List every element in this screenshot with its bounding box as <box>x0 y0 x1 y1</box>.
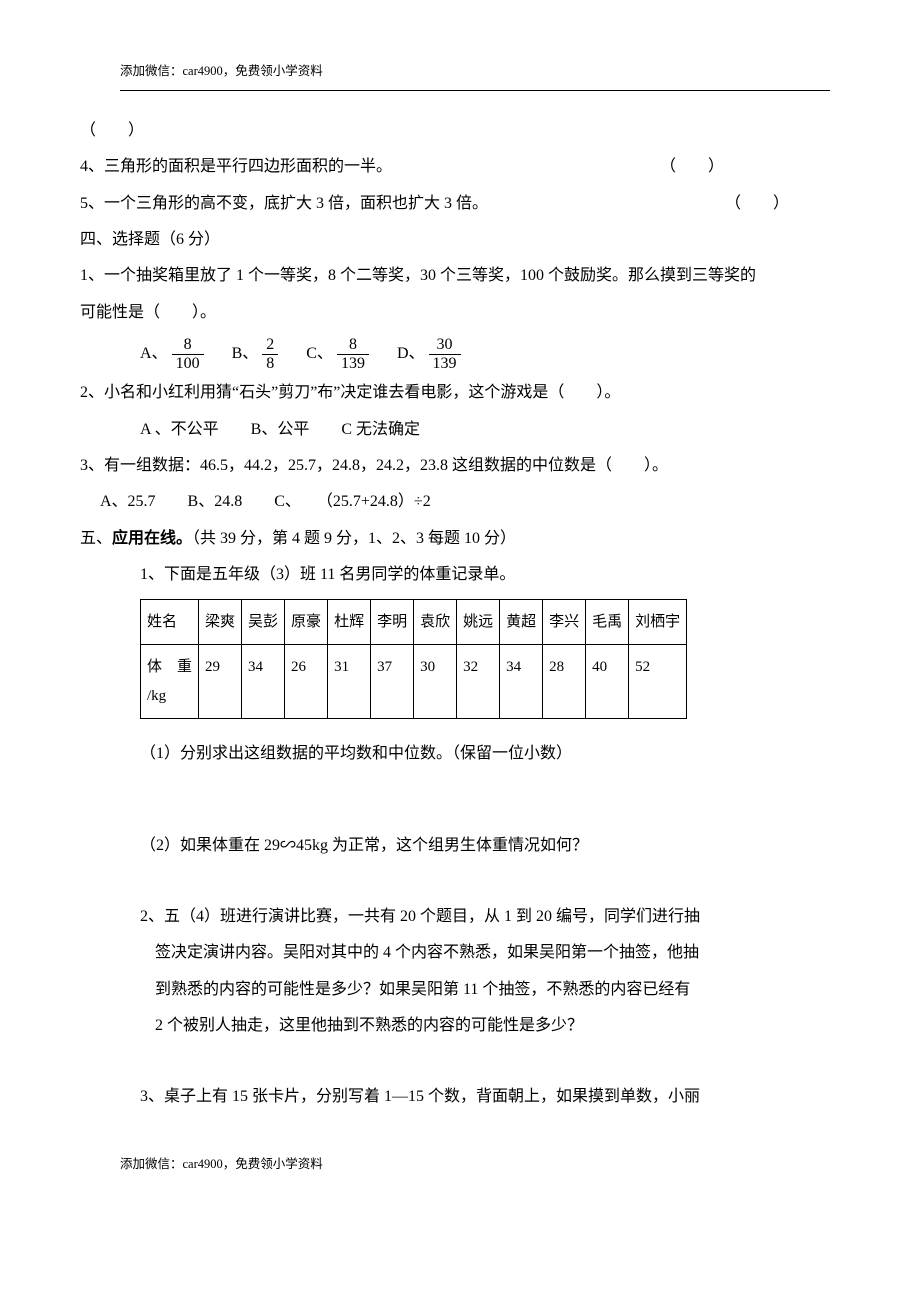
table-cell: 毛禹 <box>586 599 629 645</box>
opt-b-num: 2 <box>262 336 278 354</box>
table-cell: 34 <box>500 645 543 719</box>
opt-a-den: 100 <box>172 355 204 373</box>
judge-q4-paren: （ ） <box>660 152 724 182</box>
s5-q2-l3: 到熟悉的内容的可能性是多少？如果吴阳第 11 个抽签，不熟悉的内容已经有 <box>155 975 840 1005</box>
opt-b-label: B、 <box>232 339 259 369</box>
opt-d-fraction: 30 139 <box>429 336 461 372</box>
s4-q3-options: A、25.7 B、24.8 C、 （25.7+24.8）÷2 <box>100 487 840 517</box>
table-row-weights: 体 重 /kg 29 34 26 31 37 30 32 34 28 40 52 <box>141 645 687 719</box>
s4-q3: 3、有一组数据：46.5，44.2，25.7，24.8，24.2，23.8 这组… <box>80 451 840 481</box>
th-weight-l2: /kg <box>147 682 192 711</box>
s4-q1-line1: 1、一个抽奖箱里放了 1 个一等奖，8 个二等奖，30 个三等奖，100 个鼓励… <box>80 261 840 291</box>
s5-q2-l4: 2 个被别人抽走，这里他抽到不熟悉的内容的可能性是多少？ <box>155 1011 840 1041</box>
s5-q1-intro: 1、下面是五年级（3）班 11 名男同学的体重记录单。 <box>140 560 840 590</box>
opt-d-den: 139 <box>429 355 461 373</box>
table-cell: 黄超 <box>500 599 543 645</box>
s4-q1-option-b: B、 2 8 <box>232 336 279 372</box>
s5-title-bold: 应用在线。 <box>112 530 192 547</box>
table-cell: 姚远 <box>457 599 500 645</box>
blank-space <box>80 867 840 902</box>
s4-q1-line2: 可能性是（ ）。 <box>80 298 840 328</box>
section4-title: 四、选择题（6 分） <box>80 225 840 255</box>
s5-q1-sub2: （2）如果体重在 29∽45kg 为正常，这个组男生体重情况如何？ <box>140 831 840 861</box>
s4-q1-options: A、 8 100 B、 2 8 C、 8 139 D、 30 139 <box>140 336 840 372</box>
s5-title-pre: 五、 <box>80 530 112 547</box>
th-name: 姓名 <box>141 599 199 645</box>
opt-d-label: D、 <box>397 339 425 369</box>
s5-q2-l1: 2、五（4）班进行演讲比赛，一共有 20 个题目，从 1 到 20 编号，同学们… <box>140 902 840 932</box>
opt-c-num: 8 <box>345 336 361 354</box>
opt-c-label: C、 <box>306 339 333 369</box>
table-cell: 李明 <box>371 599 414 645</box>
table-cell: 26 <box>285 645 328 719</box>
judge-q5-text: 5、一个三角形的高不变，底扩大 3 倍，面积也扩大 3 倍。 <box>80 195 488 212</box>
opt-c-den: 139 <box>337 355 369 373</box>
opt-a-label: A、 <box>140 339 168 369</box>
header-note: 添加微信：car4900，免费领小学资料 <box>120 60 840 84</box>
s5-q1-sub1: （1）分别求出这组数据的平均数和中位数。（保留一位小数） <box>140 739 840 769</box>
judge-q4-row: 4、三角形的面积是平行四边形面积的一半。 （ ） <box>80 152 840 182</box>
opt-b-fraction: 2 8 <box>262 336 278 372</box>
table-cell: 李兴 <box>543 599 586 645</box>
s4-q1-option-c: C、 8 139 <box>306 336 369 372</box>
table-cell: 52 <box>629 645 687 719</box>
judge-q4-text: 4、三角形的面积是平行四边形面积的一半。 <box>80 158 392 175</box>
table-cell: 37 <box>371 645 414 719</box>
judge-q5-row: 5、一个三角形的高不变，底扩大 3 倍，面积也扩大 3 倍。 （ ） <box>80 189 840 219</box>
opt-a-fraction: 8 100 <box>172 336 204 372</box>
weight-table: 姓名 梁爽 吴彭 原豪 杜辉 李明 袁欣 姚远 黄超 李兴 毛禹 刘栖宇 体 重… <box>140 599 687 720</box>
opt-a-num: 8 <box>180 336 196 354</box>
blank-space <box>80 776 840 831</box>
s4-q2: 2、小名和小红利用猜“石头”剪刀”布”决定谁去看电影，这个游戏是（ ）。 <box>80 378 840 408</box>
s4-q2-options: A 、不公平 B、公平 C 无法确定 <box>140 415 840 445</box>
table-cell: 吴彭 <box>242 599 285 645</box>
table-cell: 32 <box>457 645 500 719</box>
table-cell: 29 <box>199 645 242 719</box>
table-cell: 原豪 <box>285 599 328 645</box>
section5-title: 五、应用在线。（共 39 分，第 4 题 9 分，1、2、3 每题 10 分） <box>80 524 840 554</box>
table-row-names: 姓名 梁爽 吴彭 原豪 杜辉 李明 袁欣 姚远 黄超 李兴 毛禹 刘栖宇 <box>141 599 687 645</box>
judge-leading-paren: （ ） <box>80 116 840 146</box>
opt-d-num: 30 <box>433 336 457 354</box>
judge-q5-paren: （ ） <box>725 189 789 219</box>
s4-q1-option-a: A、 8 100 <box>140 336 204 372</box>
table-cell: 刘栖宇 <box>629 599 687 645</box>
th-weight-l1: 体 重 <box>147 653 192 682</box>
s5-title-post: （共 39 分，第 4 题 9 分，1、2、3 每题 10 分） <box>192 530 516 547</box>
table-cell: 34 <box>242 645 285 719</box>
blank-space <box>80 1047 840 1082</box>
table-cell: 30 <box>414 645 457 719</box>
opt-b-den: 8 <box>262 355 278 373</box>
table-cell: 梁爽 <box>199 599 242 645</box>
table-cell: 40 <box>586 645 629 719</box>
table-cell: 袁欣 <box>414 599 457 645</box>
footer-note: 添加微信：car4900，免费领小学资料 <box>120 1153 840 1177</box>
opt-c-fraction: 8 139 <box>337 336 369 372</box>
s4-q1-option-d: D、 30 139 <box>397 336 461 372</box>
table-cell: 28 <box>543 645 586 719</box>
th-weight: 体 重 /kg <box>141 645 199 719</box>
header-divider <box>120 90 830 91</box>
s5-q2-l2: 签决定演讲内容。吴阳对其中的 4 个内容不熟悉，如果吴阳第一个抽签，他抽 <box>155 938 840 968</box>
table-cell: 31 <box>328 645 371 719</box>
s5-q3: 3、桌子上有 15 张卡片，分别写着 1—15 个数，背面朝上，如果摸到单数，小… <box>140 1082 840 1112</box>
table-cell: 杜辉 <box>328 599 371 645</box>
